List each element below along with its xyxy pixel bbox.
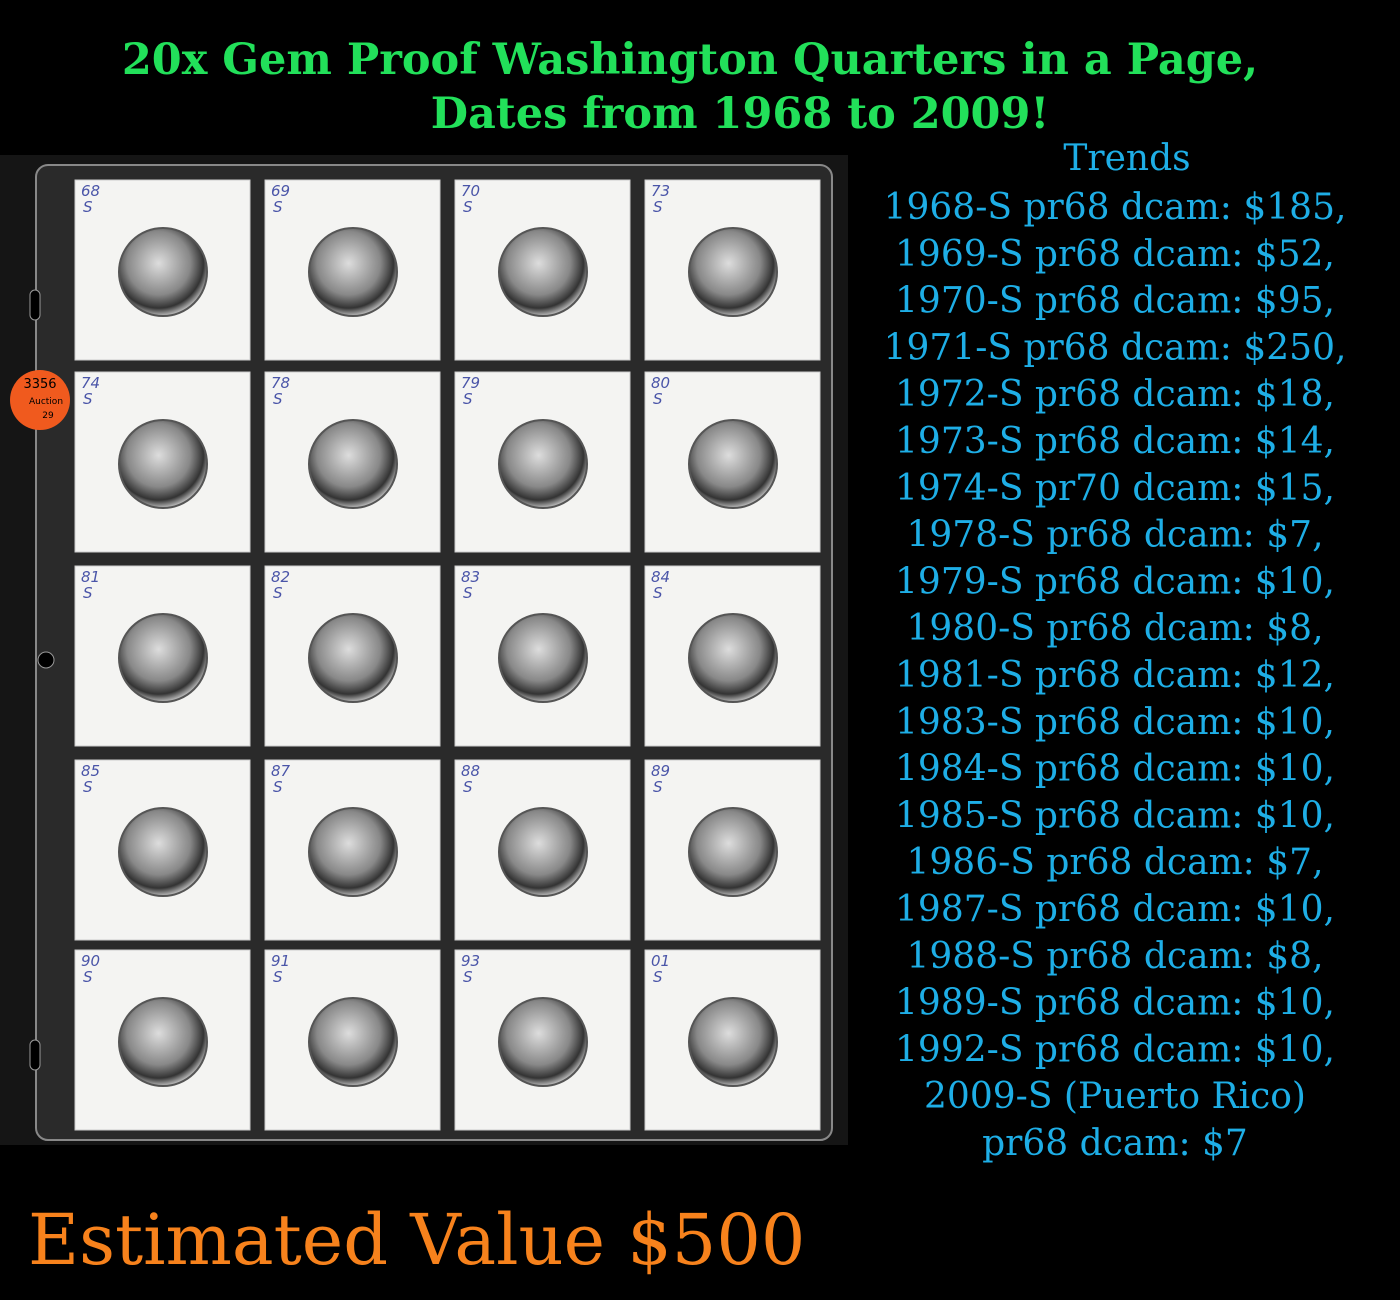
holder-year: 80 (651, 374, 670, 392)
holder-year: 87 (271, 762, 291, 780)
trends-heading: Trends (1063, 138, 1190, 179)
trend-line: 2009-S (Puerto Rico) (924, 1076, 1306, 1117)
holder-mint: S (463, 968, 473, 986)
trend-line: 1969-S pr68 dcam: $52, (895, 234, 1335, 275)
coin (688, 419, 778, 509)
trend-line: 1985-S pr68 dcam: $10, (895, 795, 1335, 836)
trend-line: 1980-S pr68 dcam: $8, (906, 608, 1323, 649)
trend-line: 1989-S pr68 dcam: $10, (895, 983, 1335, 1024)
punch-hole (29, 289, 41, 321)
coin (688, 997, 778, 1087)
trend-line: 1981-S pr68 dcam: $12, (895, 655, 1335, 696)
trends: Trends 1968-S pr68 dcam: $185, 1969-S pr6… (884, 138, 1347, 1164)
holder-year: 78 (271, 374, 290, 392)
holder-mint: S (83, 198, 93, 216)
holder-year: 79 (461, 374, 480, 392)
trend-line: 1972-S pr68 dcam: $18, (895, 374, 1335, 415)
coin (688, 227, 778, 317)
coin (308, 613, 398, 703)
trend-line: 1968-S pr68 dcam: $185, (884, 187, 1347, 228)
holder-year: 68 (81, 182, 100, 200)
holder-mint: S (83, 778, 93, 796)
title-line: Dates from 1968 to 2009! (431, 89, 1050, 139)
holder-year: 93 (461, 952, 480, 970)
holder-mint: S (463, 778, 473, 796)
punch-hole (29, 1039, 41, 1071)
holder-mint: S (463, 584, 473, 602)
trend-line: 1979-S pr68 dcam: $10, (895, 561, 1335, 602)
trend-line: 1970-S pr68 dcam: $95, (895, 281, 1335, 322)
holder-year: 69 (271, 182, 290, 200)
estimated-value: Estimated Value $500 (28, 1199, 805, 1281)
trend-line: 1983-S pr68 dcam: $10, (895, 702, 1335, 743)
coin (308, 807, 398, 897)
holder-year: 73 (651, 182, 670, 200)
coin (118, 613, 208, 703)
holder-mint: S (463, 198, 473, 216)
sticker-lot: 3356 (23, 377, 56, 392)
trend-line: 1987-S pr68 dcam: $10, (895, 889, 1335, 930)
photo: 3356 Auction 29 68S69S70S73S74S78S79S80S… (0, 155, 848, 1145)
trend-line: 1992-S pr68 dcam: $10, (895, 1029, 1335, 1070)
coin (118, 807, 208, 897)
trend-line: 1978-S pr68 dcam: $7, (906, 515, 1323, 556)
holder-year: 83 (461, 568, 480, 586)
sticker-caption: Auction (29, 397, 63, 407)
coin (498, 807, 588, 897)
holder-year: 82 (271, 568, 290, 586)
sticker-number: 29 (42, 411, 54, 421)
coin (308, 419, 398, 509)
trend-line: 1971-S pr68 dcam: $250, (884, 327, 1347, 368)
holder-mint: S (653, 968, 663, 986)
trend-line: 1986-S pr68 dcam: $7, (906, 842, 1323, 883)
holder-year: 89 (651, 762, 670, 780)
holder-year: 88 (461, 762, 480, 780)
trend-line: 1974-S pr70 dcam: $15, (895, 468, 1335, 509)
holder-year: 01 (651, 952, 670, 970)
holder-mint: S (273, 198, 283, 216)
holder-mint: S (83, 584, 93, 602)
trend-line: 1973-S pr68 dcam: $14, (895, 421, 1335, 462)
holder-year: 74 (81, 374, 100, 392)
holder-mint: S (83, 390, 93, 408)
coin (688, 613, 778, 703)
coin (498, 613, 588, 703)
holder-mint: S (273, 584, 283, 602)
holder-year: 84 (651, 568, 670, 586)
holder-year: 91 (271, 952, 290, 970)
coin (498, 997, 588, 1087)
holder-mint: S (653, 584, 663, 602)
coin (118, 227, 208, 317)
holder-year: 70 (461, 182, 480, 200)
coin (498, 419, 588, 509)
holder-mint: S (653, 390, 663, 408)
coin (308, 997, 398, 1087)
holder-mint: S (273, 778, 283, 796)
trend-line: pr68 dcam: $7 (982, 1123, 1248, 1164)
holder-mint: S (463, 390, 473, 408)
holder-year: 81 (81, 568, 100, 586)
holder-year: 85 (81, 762, 100, 780)
holder-mint: S (653, 778, 663, 796)
holder-mint: S (653, 198, 663, 216)
holder-mint: S (83, 968, 93, 986)
trend-line: 1984-S pr68 dcam: $10, (895, 749, 1335, 790)
trend-line: 1988-S pr68 dcam: $8, (906, 936, 1323, 977)
sticker (10, 370, 70, 430)
coin (308, 227, 398, 317)
holder-year: 90 (81, 952, 100, 970)
title-line: 20x Gem Proof Washington Quarters in a P… (122, 35, 1258, 85)
coin (688, 807, 778, 897)
coin (118, 997, 208, 1087)
holder-mint: S (273, 390, 283, 408)
punch-hole (37, 651, 55, 669)
holder-mint: S (273, 968, 283, 986)
coin (118, 419, 208, 509)
coin (498, 227, 588, 317)
